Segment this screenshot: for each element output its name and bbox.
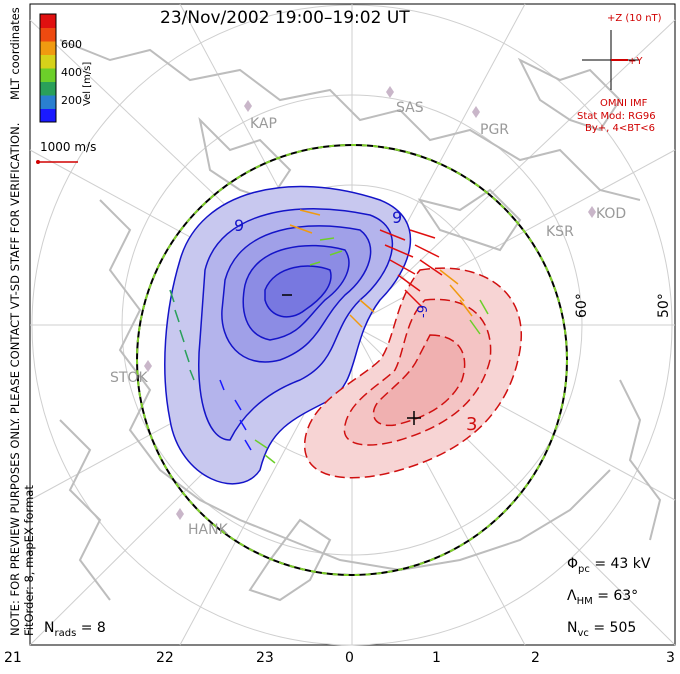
imf-source: OMNI IMF	[600, 98, 648, 109]
colorbar-segment	[40, 54, 56, 69]
station-hank: HANK	[188, 522, 228, 538]
cross-polar-potential: Φpc = 43 kV	[567, 556, 651, 575]
colorbar-segment	[40, 14, 56, 28]
station-sas: SAS	[396, 100, 424, 116]
colorbar-tick-600: 600	[61, 38, 82, 51]
mlt-tick-1: 1	[432, 650, 441, 666]
imf-model: Stat Mod: RG96	[577, 111, 656, 122]
mlt-tick-0: 0	[345, 650, 354, 666]
radar-count: Nrads = 8	[44, 620, 106, 639]
station-ksr: KSR	[546, 224, 574, 240]
mlt-tick-22: 22	[156, 650, 174, 666]
colorbar-tick-400: 400	[61, 66, 82, 79]
station-stok: STOK	[110, 370, 148, 386]
colorbar-tick-200: 200	[61, 94, 82, 107]
station-kod: KOD	[596, 206, 627, 222]
imf-y-label: +Y	[628, 56, 643, 67]
contour-label-3: 3	[466, 414, 478, 435]
lat-label-50: 50°	[656, 293, 672, 318]
dawn-convection-cell	[304, 267, 522, 479]
preview-note: NOTE: FOR PREVIEW PURPOSES ONLY. PLEASE …	[8, 122, 22, 636]
dusk-convection-cell	[164, 185, 412, 485]
potential-extrema	[282, 294, 421, 425]
imf-condition: By+, 4<BT<6	[585, 123, 655, 134]
station-pgr: PGR	[480, 122, 510, 138]
imf-z-label: +Z (10 nT)	[607, 13, 662, 24]
hm-boundary-latitude: ΛHM = 63°	[567, 588, 639, 607]
colorbar-label: Vel [m/s]	[82, 61, 93, 106]
mlt-tick-21: 21	[4, 650, 22, 666]
coastlines	[59, 39, 662, 602]
mlt-tick-23: 23	[256, 650, 274, 666]
map-title: 23/Nov/2002 19:00–19:02 UT	[160, 8, 410, 28]
velocity-vectors	[169, 209, 489, 464]
scale-vector-label: 1000 m/s	[40, 140, 97, 154]
contour-label-neg9: -9	[416, 305, 431, 318]
colorbar-segment	[40, 108, 56, 123]
station-markers	[144, 86, 596, 520]
coordinates-note: MLT coordinates	[8, 7, 22, 100]
mlt-tick-2: 2	[531, 650, 540, 666]
contour-label-9b: 9	[392, 208, 403, 227]
colorbar-outline	[39, 13, 57, 123]
lat-label-60: 60°	[574, 293, 590, 318]
mlt-tick-3: 3	[666, 650, 675, 666]
boundary-dash	[136, 144, 568, 576]
station-kap: KAP	[250, 116, 277, 132]
colorbar-segment	[40, 81, 56, 96]
colorbar-segment	[40, 41, 56, 55]
scale-vector-dot	[36, 160, 40, 164]
fit-order-note: FitOrder: 8, mapEX format	[22, 485, 36, 636]
colorbar	[39, 13, 57, 123]
imf-clock	[582, 30, 640, 90]
colorbar-segment	[40, 95, 56, 109]
colorbar-segment	[40, 27, 56, 42]
contour-label-9a: 9	[234, 216, 245, 235]
colorbar-segment	[40, 68, 56, 82]
vector-count: Nvc = 505	[567, 620, 637, 639]
